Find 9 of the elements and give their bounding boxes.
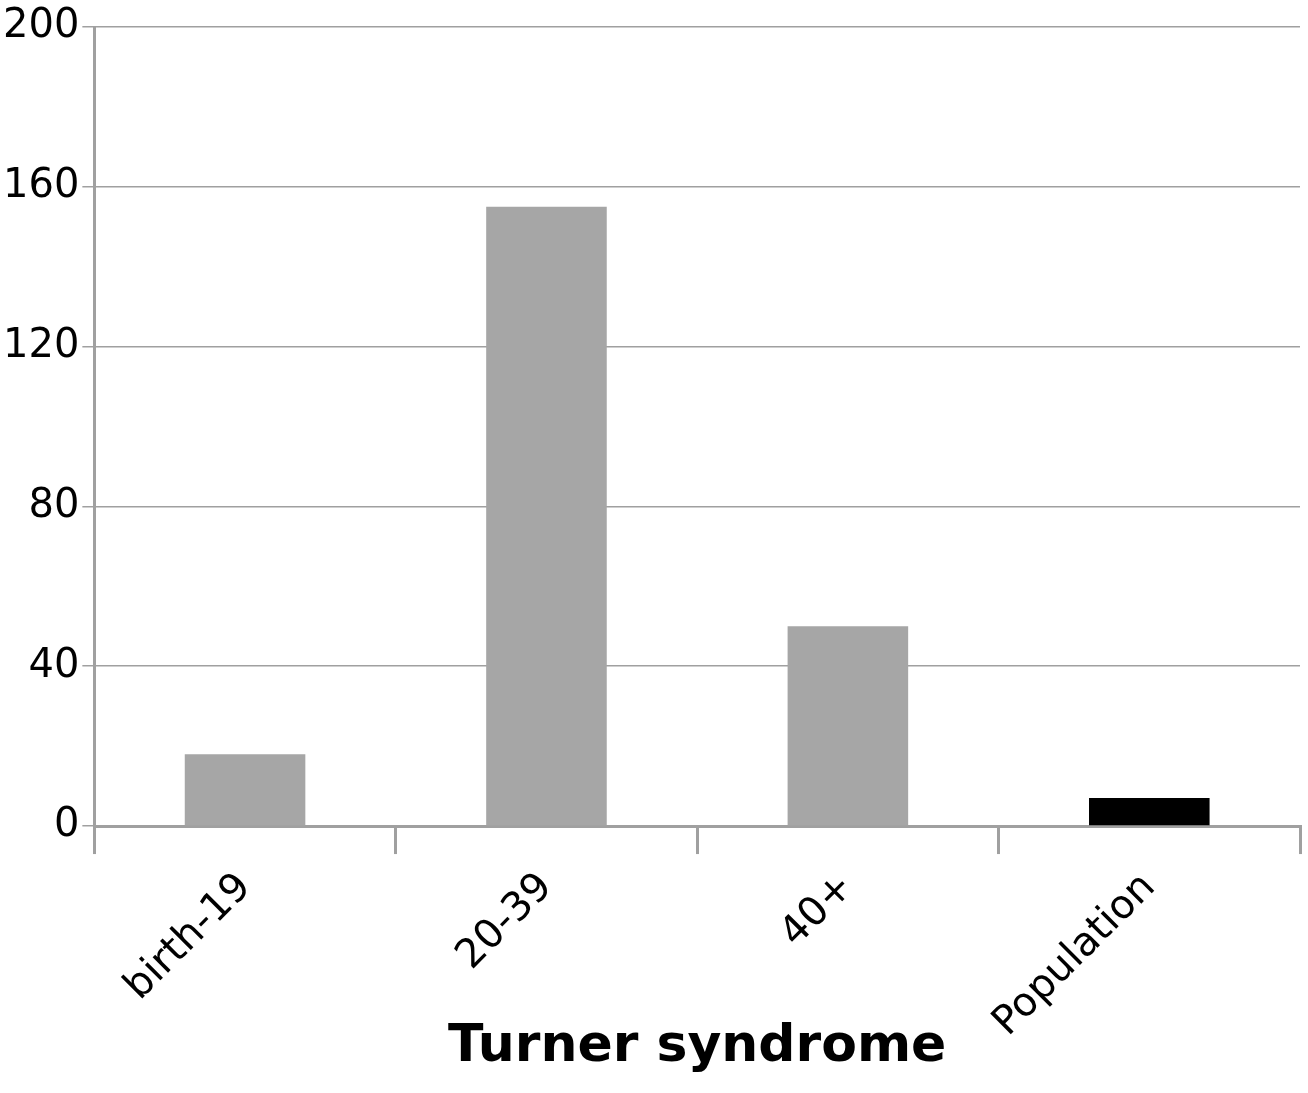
y-tick-label: 80 xyxy=(28,479,80,526)
y-tick-label: 160 xyxy=(2,160,80,207)
y-tick-label: 40 xyxy=(28,639,80,686)
y-tick-label: 0 xyxy=(53,799,80,846)
x-tick-label: 40+ xyxy=(769,862,862,955)
y-tick-label: 120 xyxy=(2,320,80,367)
y-tick-label: 200 xyxy=(2,0,80,47)
x-axis-title: Turner syndrome xyxy=(447,1013,947,1074)
bar xyxy=(1089,798,1210,826)
